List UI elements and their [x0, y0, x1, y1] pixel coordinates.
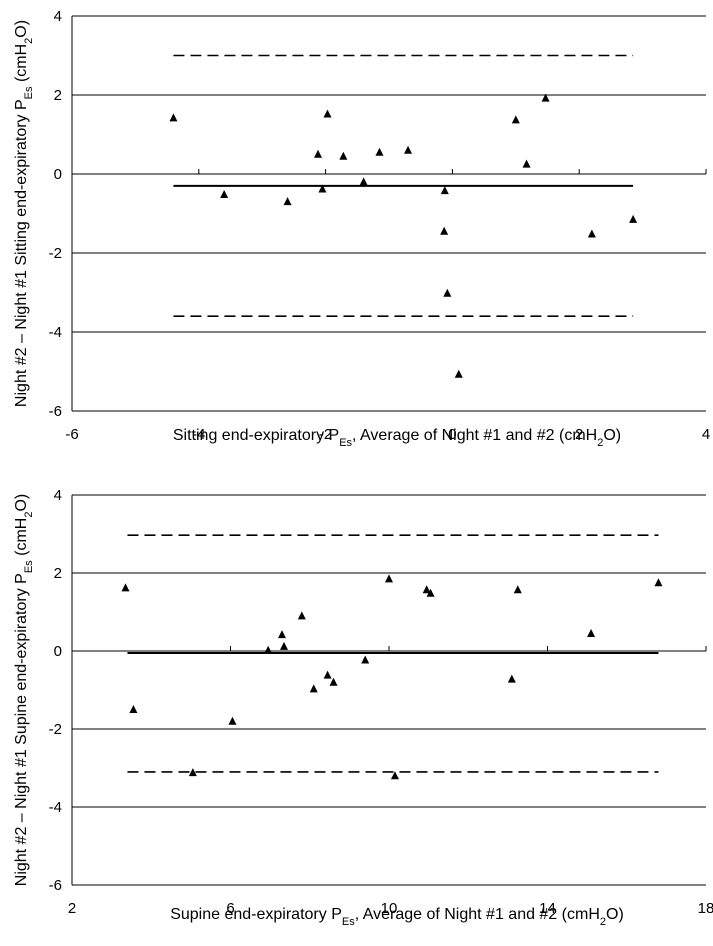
x-tick-label: -6	[65, 426, 78, 443]
y-tick-label: 4	[54, 8, 62, 25]
chart-supine: -6 -4 -2 0 2 4 2 6 10 14 18 Supine end-expiratory P…	[13, 487, 713, 928]
data-point	[513, 585, 522, 594]
y-tick-label: -4	[49, 324, 62, 341]
data-point	[228, 716, 237, 725]
data-point	[169, 113, 178, 122]
data-point	[318, 184, 327, 193]
data-point	[359, 177, 368, 186]
data-point	[329, 677, 338, 686]
data-point	[385, 574, 393, 583]
data-point	[121, 583, 130, 592]
y-axis-title: Night #2 – Night #1 Sitting end-expirato…	[13, 20, 35, 407]
data-point	[426, 588, 435, 597]
y-tick-label: -2	[49, 721, 62, 738]
data-point	[297, 611, 306, 620]
x-tick-label: 2	[575, 426, 583, 443]
y-tick-label: -6	[49, 877, 62, 894]
y-tick-label: 0	[54, 643, 62, 660]
x-tick-label: 4	[702, 426, 710, 443]
y-tick-label: 2	[54, 87, 62, 104]
x-tick-label: -4	[192, 426, 205, 443]
data-point	[422, 585, 431, 594]
data-point	[323, 109, 332, 118]
data-point	[188, 768, 197, 777]
data-point	[443, 288, 452, 297]
y-tick-label: -6	[49, 403, 62, 420]
data-point	[375, 147, 384, 156]
data-point	[587, 229, 596, 238]
data-point	[454, 369, 463, 378]
data-point	[279, 641, 288, 650]
x-axis-title: Supine end-expiratory PEs, Average of Ni…	[170, 906, 624, 928]
x-axis-title: Sitting end-expiratory PEs, Average of N…	[173, 427, 621, 449]
data-point	[283, 197, 292, 206]
data-point	[587, 628, 596, 637]
data-point	[511, 115, 520, 124]
data-point	[404, 145, 413, 154]
data-point	[309, 684, 318, 693]
x-tick-label: 6	[226, 900, 234, 917]
data-point	[339, 151, 348, 160]
x-tick-label: 14	[539, 900, 556, 917]
data-point	[541, 93, 550, 102]
data-point	[323, 670, 332, 679]
data-point	[390, 771, 399, 780]
x-tick-label: 2	[68, 900, 76, 917]
x-tick-label: 0	[448, 426, 456, 443]
data-point	[522, 159, 531, 168]
data-point	[129, 705, 138, 713]
y-tick-label: -2	[49, 245, 62, 262]
y-tick-label: -4	[49, 799, 62, 816]
data-point	[507, 674, 516, 683]
y-tick-label: 4	[54, 487, 62, 504]
x-tick-label: 10	[381, 900, 398, 917]
data-point	[220, 190, 229, 199]
data-point	[654, 578, 663, 587]
x-tick-label: -2	[319, 426, 332, 443]
y-tick-label: 2	[54, 565, 62, 582]
y-axis-title: Night #2 – Night #1 Supine end-expirator…	[13, 494, 35, 886]
x-tick-label: 18	[698, 900, 713, 917]
data-point	[440, 226, 449, 235]
data-point	[629, 214, 638, 223]
chart-sitting: -6 -4 -2 0 2 4 -6 -4 -2 0 2 4 Sitting end-expiratory…	[13, 8, 710, 449]
data-point	[278, 630, 287, 639]
data-point	[440, 186, 449, 195]
data-point	[313, 149, 322, 158]
y-tick-label: 0	[54, 166, 62, 183]
data-point	[361, 655, 370, 664]
data-point	[264, 645, 273, 654]
